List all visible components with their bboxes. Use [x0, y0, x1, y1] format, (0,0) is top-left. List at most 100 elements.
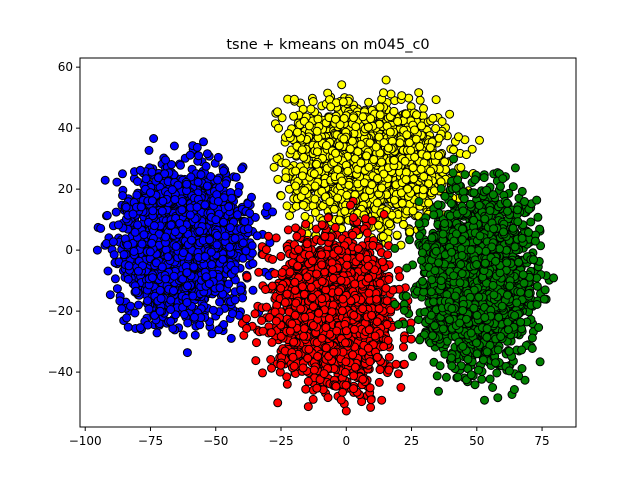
- data-point: [411, 134, 421, 144]
- data-point: [147, 238, 157, 248]
- data-point: [431, 95, 441, 105]
- data-point: [212, 240, 222, 250]
- data-point: [110, 274, 120, 284]
- data-point: [415, 95, 425, 105]
- data-point: [135, 323, 145, 333]
- data-point: [144, 145, 154, 155]
- data-point: [187, 235, 197, 245]
- data-point: [405, 227, 415, 237]
- data-point: [92, 245, 102, 255]
- data-point: [310, 194, 320, 204]
- data-point: [440, 157, 450, 167]
- data-point: [183, 281, 192, 291]
- data-point: [123, 274, 133, 284]
- data-point: [169, 141, 179, 151]
- data-point: [219, 166, 228, 176]
- data-point: [375, 102, 385, 112]
- data-point: [224, 202, 234, 212]
- data-point: [114, 220, 123, 230]
- data-point: [331, 114, 340, 124]
- data-point: [166, 305, 176, 314]
- data-point: [401, 175, 411, 184]
- data-point: [378, 232, 388, 241]
- data-point: [396, 382, 406, 392]
- data-point: [297, 171, 307, 181]
- data-point: [329, 204, 339, 214]
- data-point: [273, 174, 283, 184]
- data-point: [161, 155, 170, 165]
- data-point: [475, 135, 484, 145]
- data-point: [406, 145, 416, 155]
- data-point: [105, 290, 115, 300]
- data-point: [384, 143, 393, 153]
- data-point: [375, 110, 385, 120]
- data-point: [122, 313, 132, 323]
- data-point: [289, 94, 299, 104]
- data-point: [389, 155, 399, 165]
- data-point: [157, 262, 167, 272]
- data-point: [247, 192, 256, 202]
- data-point: [178, 330, 188, 340]
- data-point: [419, 104, 428, 113]
- data-point: [193, 177, 203, 187]
- data-point: [202, 149, 212, 159]
- data-point: [428, 113, 438, 123]
- data-point: [363, 122, 373, 132]
- data-point: [338, 97, 348, 107]
- data-point: [425, 143, 435, 153]
- data-point: [156, 294, 166, 303]
- data-point: [231, 172, 241, 182]
- data-point: [369, 155, 379, 164]
- data-point: [437, 117, 447, 126]
- data-point: [237, 164, 247, 174]
- chart-title: tsne + kmeans on m045_c0: [226, 37, 429, 53]
- data-point: [397, 91, 407, 101]
- data-point: [155, 306, 165, 316]
- data-point: [291, 181, 300, 191]
- data-point: [211, 215, 221, 225]
- data-point: [204, 279, 214, 289]
- data-point: [202, 181, 212, 191]
- data-point: [133, 177, 142, 186]
- data-point: [169, 286, 178, 296]
- data-point: [212, 231, 222, 240]
- data-point: [100, 175, 110, 185]
- data-point: [250, 309, 260, 319]
- data-point: [364, 162, 374, 172]
- data-point: [219, 320, 229, 329]
- data-point: [133, 266, 143, 276]
- data-point: [292, 127, 302, 137]
- data-point: [359, 178, 369, 188]
- data-point: [137, 239, 147, 249]
- data-point: [123, 240, 133, 250]
- data-point: [166, 220, 176, 230]
- data-point: [285, 211, 295, 221]
- data-point: [182, 348, 192, 358]
- data-point: [379, 88, 388, 98]
- data-point: [403, 184, 413, 194]
- data-point: [171, 241, 181, 251]
- data-point: [233, 188, 243, 198]
- data-point: [345, 144, 355, 154]
- data-point: [240, 217, 250, 226]
- data-point: [230, 265, 240, 275]
- data-point: [144, 304, 154, 314]
- data-point: [268, 207, 278, 217]
- data-point: [300, 186, 310, 196]
- data-point: [213, 197, 223, 206]
- data-point: [392, 230, 402, 240]
- data-point: [417, 121, 426, 131]
- data-point: [226, 333, 236, 343]
- data-point: [366, 114, 376, 124]
- data-point: [230, 295, 240, 305]
- data-point: [236, 285, 246, 295]
- data-point: [373, 174, 383, 183]
- data-point: [167, 185, 177, 195]
- data-point: [351, 122, 361, 132]
- data-point: [415, 142, 425, 151]
- data-point: [130, 227, 140, 237]
- data-point: [308, 97, 318, 106]
- data-point: [136, 202, 146, 212]
- data-point: [134, 300, 143, 310]
